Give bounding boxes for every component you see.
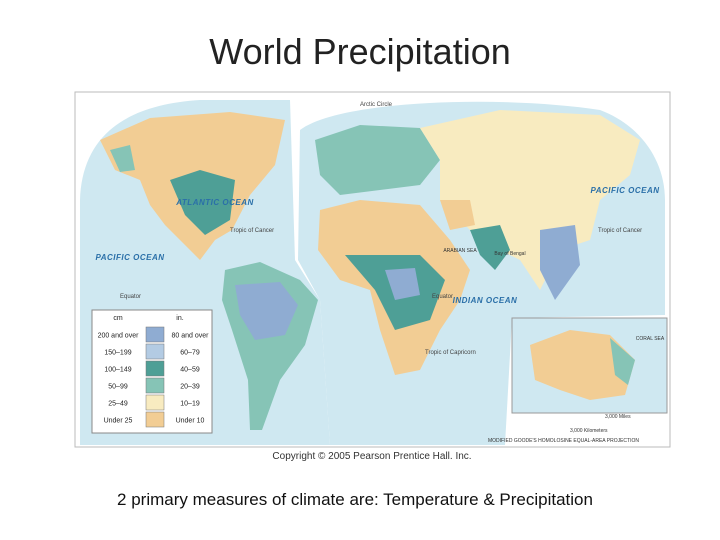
line-label: Equator xyxy=(432,294,453,300)
legend-in: 40–59 xyxy=(180,367,200,374)
land-wet xyxy=(170,170,235,235)
legend-swatch xyxy=(145,360,165,377)
line-label: Tropic of Cancer xyxy=(230,228,274,234)
legend-in: 80 and over xyxy=(172,333,210,340)
legend-swatch xyxy=(145,343,165,360)
legend-swatch xyxy=(145,411,165,428)
land-wet xyxy=(385,268,420,300)
legend-swatch xyxy=(145,326,165,343)
legend-cm: 100–149 xyxy=(104,367,131,374)
projection-label: MODIFIED GOODE'S HOMOLOSINE EQUAL-AREA P… xyxy=(488,438,639,444)
caption: 2 primary measures of climate are: Tempe… xyxy=(117,490,593,509)
land-wet xyxy=(540,225,580,300)
legend-header: in. xyxy=(176,315,183,322)
ocean-label: INDIAN OCEAN xyxy=(453,296,518,305)
legend-swatch xyxy=(145,377,165,394)
land-wet xyxy=(235,282,298,340)
scale-label: 3,000 Kilometers xyxy=(570,428,608,434)
legend-cm: 50–99 xyxy=(108,384,128,391)
legend-header: cm xyxy=(113,315,123,322)
ocean-label: PACIFIC OCEAN xyxy=(590,186,659,195)
land-wet xyxy=(610,338,635,385)
land-wet xyxy=(470,225,510,270)
land-wet xyxy=(110,145,135,172)
land xyxy=(530,330,635,400)
legend: cm in. 200 and over 80 and over 150–199 60–… xyxy=(91,309,213,434)
sea-label: Bay of Bengal xyxy=(494,251,525,257)
line-label: Tropic of Capricorn xyxy=(425,350,476,356)
line-label: Tropic of Cancer xyxy=(598,228,642,234)
land xyxy=(315,125,440,195)
inset-frame xyxy=(511,317,668,414)
legend-in: 10–19 xyxy=(180,401,200,408)
map: ATLANTIC OCEAN PACIFIC OCEAN PACIFIC OCE… xyxy=(74,91,671,448)
legend-in: 60–79 xyxy=(180,350,200,357)
legend-swatch xyxy=(145,394,165,411)
land xyxy=(420,110,640,290)
land-dry xyxy=(440,200,475,230)
ocean-label: ATLANTIC OCEAN xyxy=(175,198,254,207)
line-label: Equator xyxy=(120,294,141,300)
copyright: Copyright © 2005 Pearson Prentice Hall. … xyxy=(272,451,471,462)
slide-title: World Precipitation xyxy=(209,31,510,72)
legend-cm: 25–49 xyxy=(108,401,128,408)
line-label: Arctic Circle xyxy=(360,102,393,108)
legend-in: Under 10 xyxy=(176,418,205,425)
ocean-label: PACIFIC OCEAN xyxy=(95,253,164,262)
sea-label: CORAL SEA xyxy=(636,336,665,342)
legend-cm: 150–199 xyxy=(104,350,131,357)
scale-label: 3,000 Miles xyxy=(605,414,631,420)
legend-cm: 200 and over xyxy=(98,333,140,340)
sea-label: ARABIAN SEA xyxy=(443,248,477,254)
legend-cm: Under 25 xyxy=(104,418,133,425)
legend-in: 20–39 xyxy=(180,384,200,391)
